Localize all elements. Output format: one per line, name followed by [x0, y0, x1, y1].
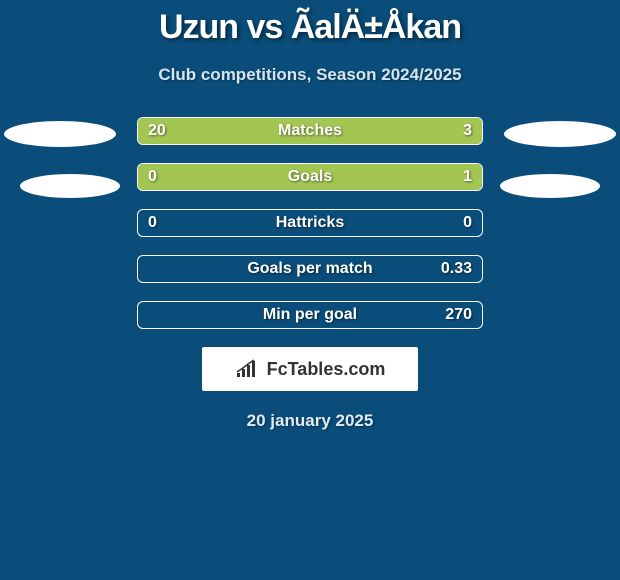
placeholder-ellipse [500, 174, 600, 198]
stat-label: Matches [138, 122, 482, 140]
stat-label: Min per goal [138, 306, 482, 324]
stat-row-hattricks: 0 Hattricks 0 [137, 209, 483, 237]
date-text: 20 january 2025 [0, 411, 620, 431]
stat-label: Hattricks [138, 214, 482, 232]
brand-name: FcTables.com [267, 359, 386, 380]
page-title: Uzun vs ÃalÄ±Åkan [0, 8, 620, 47]
infographic-card: Uzun vs ÃalÄ±Åkan Club competitions, Sea… [0, 0, 620, 431]
placeholder-ellipse [20, 174, 120, 198]
stat-row-min-per-goal: Min per goal 270 [137, 301, 483, 329]
stats-area: 20 Matches 3 0 Goals 1 0 Hattricks 0 [0, 117, 620, 329]
stat-label: Goals [138, 168, 482, 186]
placeholder-ellipse [4, 121, 116, 147]
stat-label: Goals per match [138, 260, 482, 278]
stat-bars: 20 Matches 3 0 Goals 1 0 Hattricks 0 [137, 117, 483, 329]
chart-icon [235, 359, 261, 379]
stat-value-right: 1 [463, 168, 472, 186]
stat-row-goals-per-match: Goals per match 0.33 [137, 255, 483, 283]
brand-box: FcTables.com [202, 347, 418, 391]
stat-value-right: 0.33 [441, 260, 472, 278]
page-subtitle: Club competitions, Season 2024/2025 [0, 65, 620, 85]
stat-value-right: 270 [445, 306, 472, 324]
placeholder-ellipse [504, 121, 616, 147]
stat-value-right: 0 [463, 214, 472, 232]
stat-value-right: 3 [463, 122, 472, 140]
stat-row-goals: 0 Goals 1 [137, 163, 483, 191]
stat-row-matches: 20 Matches 3 [137, 117, 483, 145]
